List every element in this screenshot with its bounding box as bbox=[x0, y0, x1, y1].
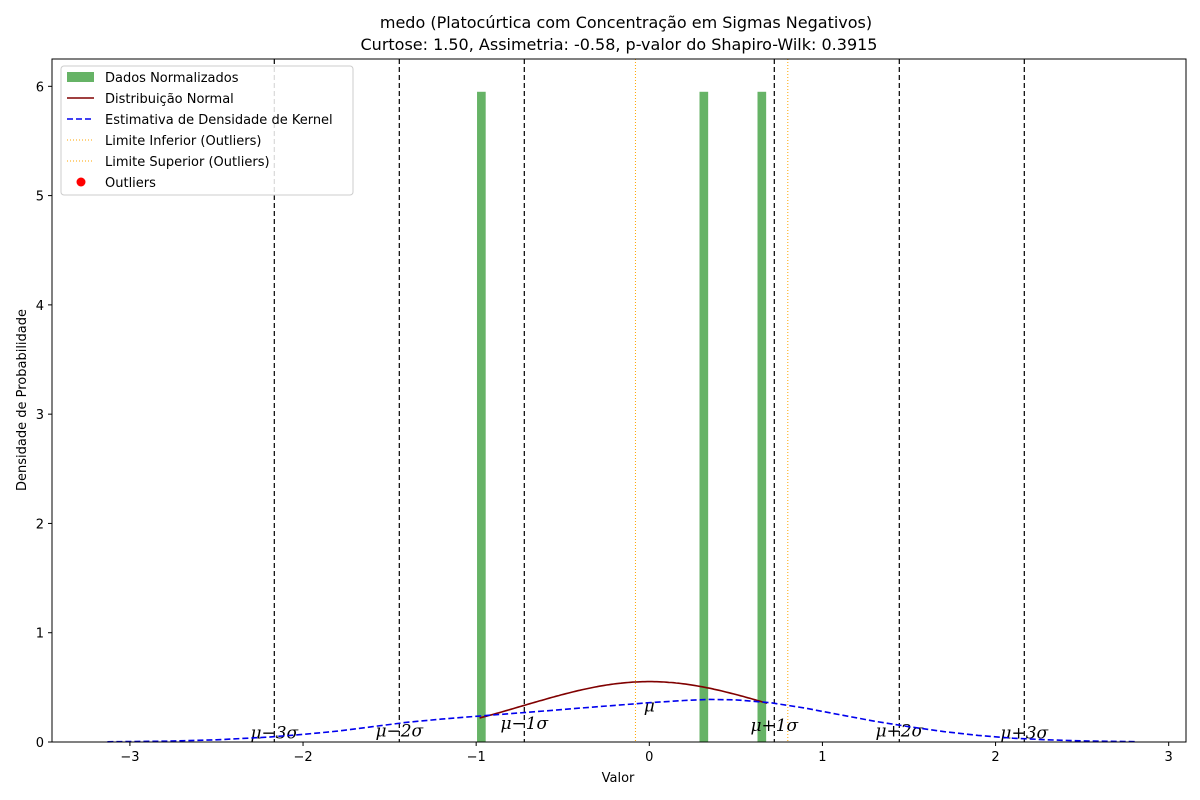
plot-area: μ−3σ μ−2σ μ−1σ μ+1σ μ+2σ μ+3σ μ −3 −2 −1 0 1 2 3 0 1 2 3 4… bbox=[36, 58, 1187, 765]
y-tick-label: 1 bbox=[36, 627, 44, 642]
axes-frame bbox=[51, 58, 1187, 743]
y-tick-label: 0 bbox=[36, 736, 44, 751]
y-axis-label: Densidade de Probabilidade bbox=[15, 309, 30, 491]
x-tick-label: −1 bbox=[467, 750, 486, 765]
x-tick-label: 1 bbox=[818, 750, 826, 765]
y-tick-label: 2 bbox=[36, 517, 44, 532]
chart-title: medo (Platocúrtica com Concentração em S… bbox=[380, 13, 872, 32]
legend-label-histogram: Dados Normalizados bbox=[105, 71, 239, 86]
mean-label: μ bbox=[644, 696, 655, 716]
x-tick-label: 3 bbox=[1165, 750, 1173, 765]
x-tick-label: 0 bbox=[645, 750, 653, 765]
legend-swatch-histogram bbox=[67, 72, 94, 82]
legend-box bbox=[60, 65, 354, 196]
x-tick-label: 2 bbox=[991, 750, 999, 765]
legend-label-upper: Limite Superior (Outliers) bbox=[105, 155, 270, 170]
x-axis-label: Valor bbox=[602, 771, 635, 786]
kde-curve bbox=[107, 698, 1136, 743]
y-tick-label: 6 bbox=[36, 80, 44, 95]
y-tick-label: 5 bbox=[36, 190, 44, 205]
x-tick-label: −2 bbox=[293, 750, 312, 765]
histogram-bar bbox=[477, 91, 486, 742]
x-tick-label: −3 bbox=[120, 750, 139, 765]
sigma-label: μ+3σ bbox=[1000, 724, 1048, 744]
sigma-label: μ−3σ bbox=[250, 724, 298, 744]
sigma-label: μ+1σ bbox=[750, 716, 798, 736]
sigma-label: μ−2σ bbox=[375, 722, 423, 742]
legend-label-kde: Estimativa de Densidade de Kernel bbox=[105, 113, 333, 128]
sigma-label: μ+2σ bbox=[875, 722, 923, 742]
legend-label-lower: Limite Inferior (Outliers) bbox=[105, 134, 261, 149]
y-tick-label: 3 bbox=[36, 408, 44, 423]
histogram-bar bbox=[757, 91, 767, 742]
legend-label-outliers: Outliers bbox=[105, 176, 156, 191]
legend: Dados Normalizados Distribuição Normal Est… bbox=[60, 65, 354, 196]
chart-subtitle: Curtose: 1.50, Assimetria: -0.58, p-valo… bbox=[361, 35, 878, 54]
normal-curve bbox=[479, 680, 768, 719]
legend-swatch-outliers bbox=[76, 177, 86, 187]
legend-label-normal: Distribuição Normal bbox=[105, 92, 234, 107]
sigma-label: μ−1σ bbox=[500, 714, 548, 734]
histogram-bar bbox=[699, 91, 709, 742]
y-tick-label: 4 bbox=[36, 299, 44, 314]
